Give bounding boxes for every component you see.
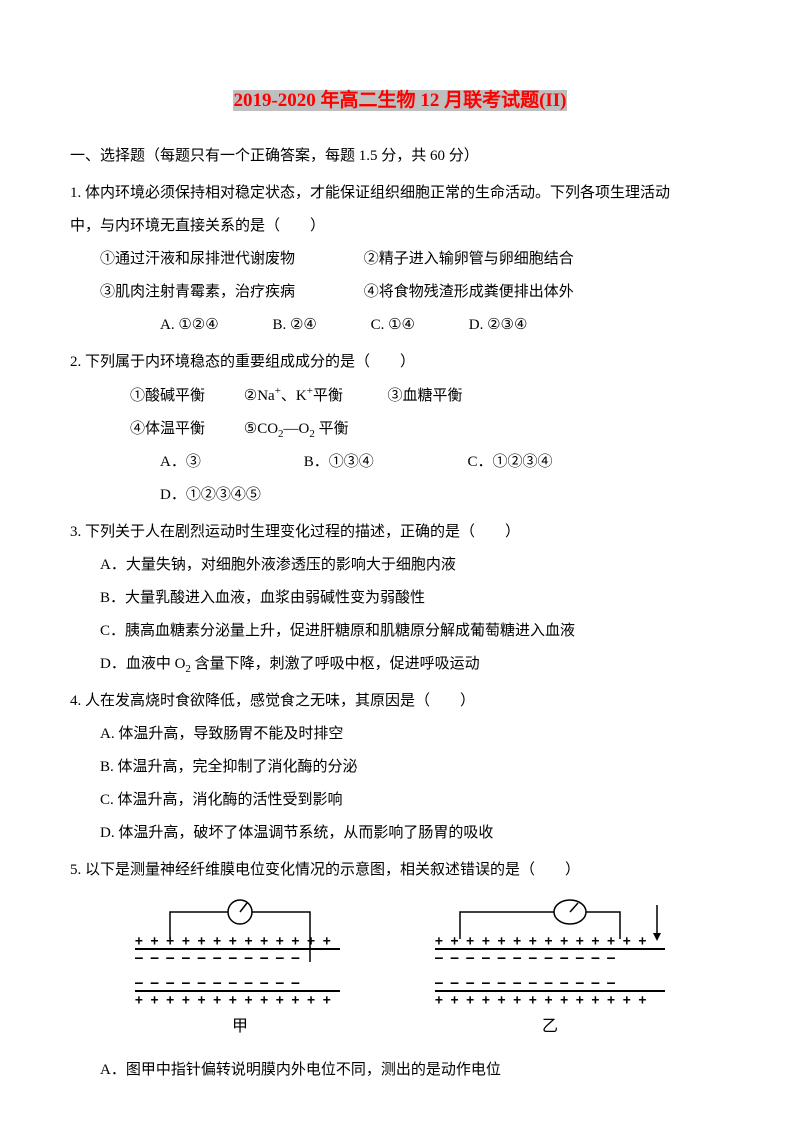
- q4-opt-b: B. 体温升高，完全抑制了消化酶的分泌: [70, 751, 730, 784]
- svg-text:— — — — — — — — — — —: — — — — — — — — — — —: [135, 951, 300, 966]
- q2-stem: 2. 下列属于内环境稳态的重要组成成分的是（ ）: [70, 346, 730, 379]
- question-1: 1. 体内环境必须保持相对稳定状态，才能保证组织细胞正常的生命活动。下列各项生理…: [70, 177, 730, 342]
- q2-opt-b: B．①③④: [304, 446, 424, 479]
- q4-opt-c: C. 体温升高，消化酶的活性受到影响: [70, 784, 730, 817]
- q1-item2: ②精子进入输卵管与卵细胞结合: [364, 251, 574, 267]
- q2-item3: ③血糖平衡: [388, 388, 463, 404]
- figure-yi: + + + + + + + + + + + + + + — — — — — — …: [425, 897, 675, 1044]
- q2-opt-a: A．③: [160, 446, 260, 479]
- figure-yi-label: 乙: [425, 1009, 675, 1044]
- q5-stem: 5. 以下是测量神经纤维膜电位变化情况的示意图，相关叙述错误的是（ ）: [70, 854, 730, 887]
- question-4: 4. 人在发高烧时食欲降低，感觉食之无味，其原因是（ ） A. 体温升高，导致肠…: [70, 685, 730, 850]
- q2-options: A．③ B．①③④ C．①②③④ D．①②③④⑤: [70, 446, 730, 512]
- svg-text:— — — — — — — — — — — —: — — — — — — — — — — — —: [435, 951, 615, 966]
- title-month: 12: [420, 90, 439, 111]
- q1-item1: ①通过汗液和尿排泄代谢废物: [100, 243, 360, 276]
- svg-text:+ + + + + + + + + + + + + +: + + + + + + + + + + + + + +: [435, 934, 646, 949]
- q2-items-row1: ①酸碱平衡 ②Na+、K+平衡 ③血糖平衡: [70, 379, 730, 413]
- q1-stem1: 1. 体内环境必须保持相对稳定状态，才能保证组织细胞正常的生命活动。下列各项生理…: [70, 177, 730, 210]
- nerve-diagram-jia-icon: + + + + + + + + + + + + + — — — — — — — …: [125, 897, 355, 1007]
- q3-stem: 3. 下列关于人在剧烈运动时生理变化过程的描述，正确的是（ ）: [70, 516, 730, 549]
- svg-text:— — — — — — — — — — — —: — — — — — — — — — — — —: [435, 976, 615, 991]
- q5-figures: + + + + + + + + + + + + + — — — — — — — …: [70, 897, 730, 1044]
- q1-options: A. ①②④ B. ②④ C. ①④ D. ②③④: [70, 309, 730, 342]
- q5-opt-a: A．图甲中指针偏转说明膜内外电位不同，测出的是动作电位: [70, 1054, 730, 1087]
- q2-item2: ②Na+、K+平衡: [244, 379, 384, 413]
- q2-item5: ⑤CO2—O2 平衡: [244, 421, 349, 437]
- q4-stem: 4. 人在发高烧时食欲降低，感觉食之无味，其原因是（ ）: [70, 685, 730, 718]
- q1-items-row2: ③肌肉注射青霉素，治疗疾病 ④将食物残渣形成粪便排出体外: [70, 276, 730, 309]
- q2-opt-c: C．①②③④: [468, 446, 598, 479]
- q1-opt-d: D. ②③④: [469, 309, 528, 342]
- figure-jia: + + + + + + + + + + + + + — — — — — — — …: [125, 897, 355, 1044]
- svg-text:+ + + + + + + + + + + + +: + + + + + + + + + + + + +: [135, 934, 331, 949]
- q3-opt-d: D．血液中 O2 含量下降，刺激了呼吸中枢，促进呼吸运动: [70, 648, 730, 681]
- q2-item4: ④体温平衡: [130, 413, 240, 446]
- q3-opt-a: A．大量失钠，对细胞外液渗透压的影响大于细胞内液: [70, 549, 730, 582]
- q2-item1: ①酸碱平衡: [130, 380, 240, 413]
- q4-opt-a: A. 体温升高，导致肠胃不能及时排空: [70, 718, 730, 751]
- svg-text:+ + + + + + + + + + + + + +: + + + + + + + + + + + + + +: [435, 993, 646, 1007]
- q1-item3: ③肌肉注射青霉素，治疗疾病: [100, 276, 360, 309]
- q1-opt-b: B. ②④: [272, 309, 316, 342]
- title-year: 2019-2020: [233, 90, 315, 111]
- nerve-diagram-yi-icon: + + + + + + + + + + + + + + — — — — — — …: [425, 897, 675, 1007]
- q3-opt-b: B．大量乳酸进入血液，血浆由弱碱性变为弱酸性: [70, 582, 730, 615]
- q2-items-row2: ④体温平衡 ⑤CO2—O2 平衡: [70, 413, 730, 446]
- q2-opt-d: D．①②③④⑤: [160, 479, 261, 512]
- question-5: 5. 以下是测量神经纤维膜电位变化情况的示意图，相关叙述错误的是（ ） + + …: [70, 854, 730, 1087]
- question-3: 3. 下列关于人在剧烈运动时生理变化过程的描述，正确的是（ ） A．大量失钠，对…: [70, 516, 730, 681]
- svg-text:— — — — — — — — — — —: — — — — — — — — — — —: [135, 976, 300, 991]
- q1-item4: ④将食物残渣形成粪便排出体外: [364, 284, 574, 300]
- title-mid2: 月联考试题(II): [439, 90, 566, 111]
- section-header: 一、选择题（每题只有一个正确答案，每题 1.5 分，共 60 分）: [70, 140, 730, 173]
- svg-text:+ + + + + + + + + + + + +: + + + + + + + + + + + + +: [135, 993, 331, 1007]
- q4-opt-d: D. 体温升高，破坏了体温调节系统，从而影响了肠胃的吸收: [70, 817, 730, 850]
- q1-opt-c: C. ①④: [371, 309, 415, 342]
- q1-stem2: 中，与内环境无直接关系的是（ ）: [70, 210, 730, 243]
- title-mid1: 年高二生物: [316, 90, 421, 111]
- q1-opt-a: A. ①②④: [160, 309, 219, 342]
- figure-jia-label: 甲: [125, 1009, 355, 1044]
- q3-opt-c: C．胰高血糖素分泌量上升，促进肝糖原和肌糖原分解成葡萄糖进入血液: [70, 615, 730, 648]
- question-2: 2. 下列属于内环境稳态的重要组成成分的是（ ） ①酸碱平衡 ②Na+、K+平衡…: [70, 346, 730, 512]
- q1-items-row1: ①通过汗液和尿排泄代谢废物 ②精子进入输卵管与卵细胞结合: [70, 243, 730, 276]
- exam-title: 2019-2020 年高二生物 12 月联考试题(II): [70, 80, 730, 122]
